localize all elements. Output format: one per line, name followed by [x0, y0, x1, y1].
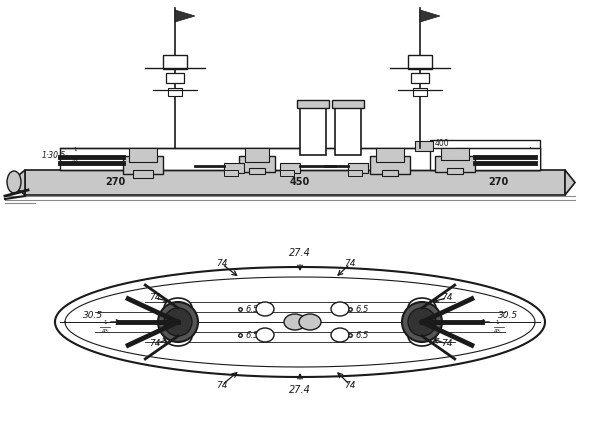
- Text: 270: 270: [105, 177, 125, 187]
- Text: 74: 74: [441, 340, 453, 348]
- Bar: [408, 55, 432, 69]
- Polygon shape: [10, 170, 25, 195]
- Ellipse shape: [408, 326, 436, 346]
- Polygon shape: [420, 10, 440, 22]
- Text: 1·30.5: 1·30.5: [498, 150, 522, 159]
- Text: 6.5: 6.5: [245, 331, 259, 340]
- Circle shape: [408, 308, 436, 336]
- Text: 370: 370: [448, 156, 463, 164]
- Text: 43: 43: [493, 329, 500, 334]
- Text: 6.5: 6.5: [245, 304, 259, 314]
- Text: 1: 1: [73, 147, 77, 152]
- Text: 74: 74: [149, 294, 161, 303]
- Bar: [348, 170, 362, 176]
- Bar: [348, 163, 368, 173]
- Polygon shape: [175, 10, 195, 22]
- Bar: [415, 141, 433, 151]
- Bar: [300, 105, 326, 155]
- Circle shape: [164, 308, 192, 336]
- Text: 74: 74: [344, 260, 356, 269]
- Bar: [382, 170, 398, 176]
- Text: 27.4: 27.4: [289, 248, 311, 258]
- Text: 100: 100: [352, 164, 364, 170]
- Text: 74: 74: [149, 340, 161, 348]
- Text: 1: 1: [495, 320, 499, 325]
- Bar: [60, 148, 540, 170]
- Text: 27.4: 27.4: [289, 385, 311, 395]
- Bar: [166, 73, 184, 83]
- Text: 1: 1: [528, 147, 532, 152]
- Text: 6.5: 6.5: [355, 304, 368, 314]
- Bar: [430, 140, 540, 170]
- Text: 74: 74: [344, 380, 356, 389]
- Bar: [332, 100, 364, 108]
- Ellipse shape: [408, 298, 436, 318]
- Text: 370: 370: [383, 156, 397, 165]
- Text: 30.5: 30.5: [83, 311, 103, 320]
- Bar: [245, 148, 269, 162]
- Ellipse shape: [331, 328, 349, 342]
- Bar: [335, 105, 361, 155]
- Bar: [249, 168, 265, 174]
- Circle shape: [158, 302, 198, 342]
- Bar: [123, 156, 163, 174]
- Text: 43: 43: [101, 329, 109, 334]
- Ellipse shape: [299, 314, 321, 330]
- Bar: [447, 168, 463, 174]
- Bar: [129, 148, 157, 162]
- Text: 270: 270: [488, 177, 508, 187]
- Bar: [370, 156, 410, 174]
- Polygon shape: [565, 170, 575, 195]
- Ellipse shape: [7, 171, 21, 193]
- Bar: [441, 148, 469, 160]
- Text: 100: 100: [284, 164, 296, 170]
- Text: 100: 100: [228, 164, 240, 170]
- Text: 43: 43: [527, 159, 533, 164]
- Bar: [25, 170, 565, 195]
- Bar: [455, 148, 540, 170]
- Bar: [297, 100, 329, 108]
- Bar: [224, 163, 244, 173]
- Bar: [163, 55, 187, 69]
- Circle shape: [402, 302, 442, 342]
- Bar: [376, 148, 404, 162]
- Text: 1·30.5: 1·30.5: [42, 150, 66, 159]
- Text: 450: 450: [290, 177, 310, 187]
- Text: 30.5: 30.5: [498, 311, 518, 320]
- Bar: [435, 156, 475, 172]
- Text: 74: 74: [216, 380, 228, 389]
- Bar: [280, 170, 294, 176]
- Text: 74: 74: [216, 260, 228, 269]
- Text: 370: 370: [250, 156, 265, 165]
- Ellipse shape: [164, 326, 192, 346]
- Bar: [224, 170, 238, 176]
- Text: 6.5: 6.5: [355, 331, 368, 340]
- Bar: [280, 163, 300, 173]
- Ellipse shape: [256, 328, 274, 342]
- Bar: [133, 170, 153, 178]
- Bar: [413, 88, 427, 96]
- Ellipse shape: [256, 302, 274, 316]
- Bar: [411, 73, 429, 83]
- Ellipse shape: [164, 298, 192, 318]
- Text: 400: 400: [435, 139, 449, 147]
- Text: 74: 74: [441, 294, 453, 303]
- Bar: [168, 88, 182, 96]
- Bar: [239, 156, 275, 172]
- Text: 43: 43: [71, 159, 79, 164]
- Ellipse shape: [284, 314, 306, 330]
- Ellipse shape: [331, 302, 349, 316]
- Text: 370: 370: [136, 158, 151, 167]
- Text: 1: 1: [103, 320, 107, 325]
